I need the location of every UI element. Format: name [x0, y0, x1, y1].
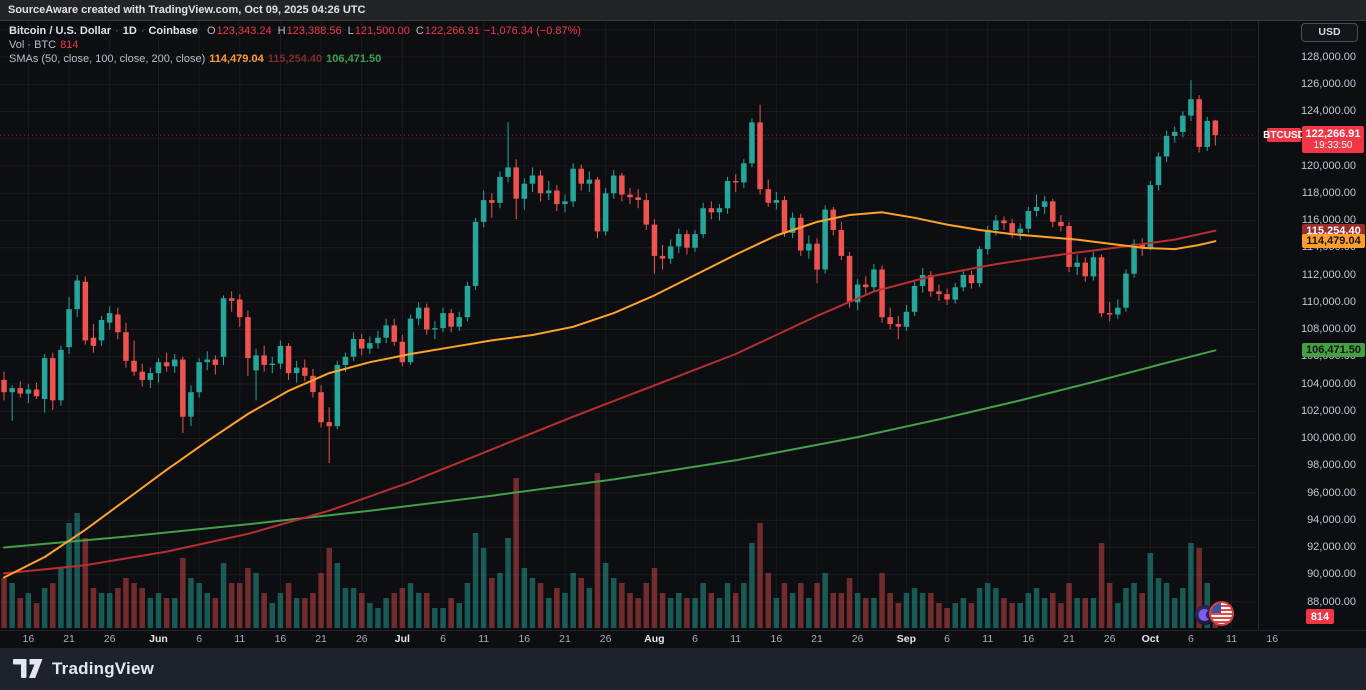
interval-label: 1D	[122, 25, 137, 37]
last-price-value: 122,266.91	[1305, 127, 1361, 140]
price-axis[interactable]: 128,000.00126,000.00124,000.00122,000.00…	[1258, 21, 1366, 630]
time-tick-label: 21	[63, 633, 75, 645]
time-tick-label: 11	[982, 633, 994, 645]
sma100-value: 115,254.40	[267, 53, 323, 65]
time-tick-label: 26	[851, 633, 864, 645]
volume-legend-row: Vol · BTC 814	[9, 39, 581, 52]
bar-countdown: 19:33:50	[1313, 139, 1353, 151]
time-tick-label: 11	[730, 633, 742, 645]
price-tick-label: 120,000.00	[1300, 159, 1356, 172]
price-tick-label: 94,000.00	[1307, 513, 1356, 526]
time-tick-label: 26	[355, 633, 368, 645]
time-tick-label: 11	[234, 633, 246, 645]
brand-bar: TradingView	[0, 648, 1366, 690]
low-value: 121,500.00	[354, 25, 410, 37]
sma200-value: 106,471.50	[326, 53, 382, 65]
price-tick-label: 124,000.00	[1300, 105, 1356, 117]
time-tick-label: 26	[599, 633, 612, 645]
price-tick-label: 102,000.00	[1300, 404, 1356, 417]
time-tick-label: 16	[770, 633, 783, 645]
time-tick-label: Jun	[149, 633, 168, 645]
volume-value: 814	[60, 39, 79, 51]
price-tick-label: 108,000.00	[1300, 323, 1356, 335]
time-tick-label: 21	[559, 633, 571, 645]
open-value: 123,343.24	[216, 25, 272, 37]
time-tick-label: 16	[1022, 633, 1035, 645]
price-tick-label: 110,000.00	[1301, 295, 1356, 308]
time-tick-label: 21	[315, 633, 327, 645]
last-price-chip: 122,266.91 19:33:50	[1302, 126, 1364, 154]
us-flag-icon	[1209, 601, 1234, 626]
tradingview-logo-icon[interactable]	[13, 659, 43, 679]
time-tick-label: 16	[22, 633, 35, 645]
price-tick-label: 88,000.00	[1307, 595, 1356, 608]
sma-legend-row: SMAs (50, close, 100, close, 200, close)…	[9, 53, 581, 66]
time-tick-label: 11	[1226, 633, 1238, 645]
candles	[1, 80, 1219, 464]
sma200-price-chip: 106,471.50	[1302, 343, 1365, 358]
volume-label: Vol · BTC	[9, 39, 57, 51]
price-tick-label: 118,000.00	[1301, 186, 1356, 199]
time-tick-label: 16	[274, 633, 287, 645]
price-tick-label: 98,000.00	[1307, 459, 1356, 472]
sma-label: SMAs (50, close, 100, close, 200, close)	[9, 53, 206, 65]
brand-name[interactable]: TradingView	[52, 659, 155, 678]
pair-logos	[1195, 601, 1241, 627]
sma50-line	[3, 211, 1217, 579]
price-tick-label: 116,000.00	[1301, 214, 1356, 226]
price-tick-label: 126,000.00	[1300, 77, 1356, 90]
price-tick-label: 128,000.00	[1300, 50, 1356, 63]
price-tick-label: 100,000.00	[1300, 432, 1356, 444]
change-value: −1,076.34 (−0.87%)	[483, 25, 582, 37]
price-tick-label: 90,000.00	[1307, 568, 1356, 581]
time-tick-label: 26	[103, 633, 116, 645]
ohlc-values: O 123,343.24 H 123,388.56 L 121,500.00 C 122…	[207, 25, 480, 37]
sma50-value: 114,479.04	[209, 53, 264, 65]
sma100-price-chip: 115,254.40	[1302, 223, 1365, 238]
time-tick-label: Oct	[1141, 633, 1160, 645]
symbol-name: Bitcoin / U.S. Dollar	[9, 25, 112, 37]
price-chart[interactable]	[0, 0, 1258, 648]
sma200-line	[3, 349, 1217, 549]
time-tick-label: 11	[478, 633, 490, 645]
time-tick-label: 16	[518, 633, 531, 645]
caption-bar: SourceAware created with TradingView.com…	[0, 0, 1366, 21]
time-tick-label: 6	[692, 633, 698, 645]
high-value: 123,388.56	[286, 25, 342, 37]
currency-button[interactable]: USD	[1301, 23, 1358, 42]
volume-chip: 814	[1306, 609, 1334, 624]
gridlines	[0, 22, 1256, 629]
price-tick-label: 104,000.00	[1300, 377, 1356, 390]
time-tick-label: 6	[944, 633, 950, 645]
time-tick-label: 6	[196, 633, 203, 645]
close-value: 122,266.91	[424, 25, 480, 37]
time-tick-label: 21	[811, 633, 823, 645]
time-tick-label: 6	[440, 633, 446, 645]
time-tick-label: Sep	[896, 633, 917, 645]
time-tick-label: 6	[1188, 633, 1194, 645]
symbol-price-flag: BTCUSD	[1263, 128, 1305, 143]
exchange-label: Coinbase	[148, 25, 198, 37]
price-tick-label: 96,000.00	[1307, 486, 1356, 499]
time-axis[interactable]: 16 21 26 Jun 6 11 16 21 26 Jul 6 11 16 21 26 Aug 6 11 16 21…	[0, 630, 1366, 648]
time-tick-label: Aug	[644, 633, 665, 645]
time-tick-label: Jul	[394, 633, 410, 645]
crescent-glyph	[1198, 608, 1209, 621]
price-tick-label: 112,000.00	[1301, 268, 1356, 281]
time-tick-label: 26	[1103, 633, 1116, 645]
sma100-line	[3, 229, 1217, 575]
volume-bars	[1, 473, 1219, 628]
price-tick-label: 92,000.00	[1307, 541, 1356, 553]
time-tick-label: 16	[1266, 633, 1279, 645]
caption-text: SourceAware created with TradingView.com…	[8, 4, 366, 16]
sma50-price-chip: 114,479.04	[1302, 234, 1365, 249]
time-tick-label: 21	[1063, 633, 1075, 645]
